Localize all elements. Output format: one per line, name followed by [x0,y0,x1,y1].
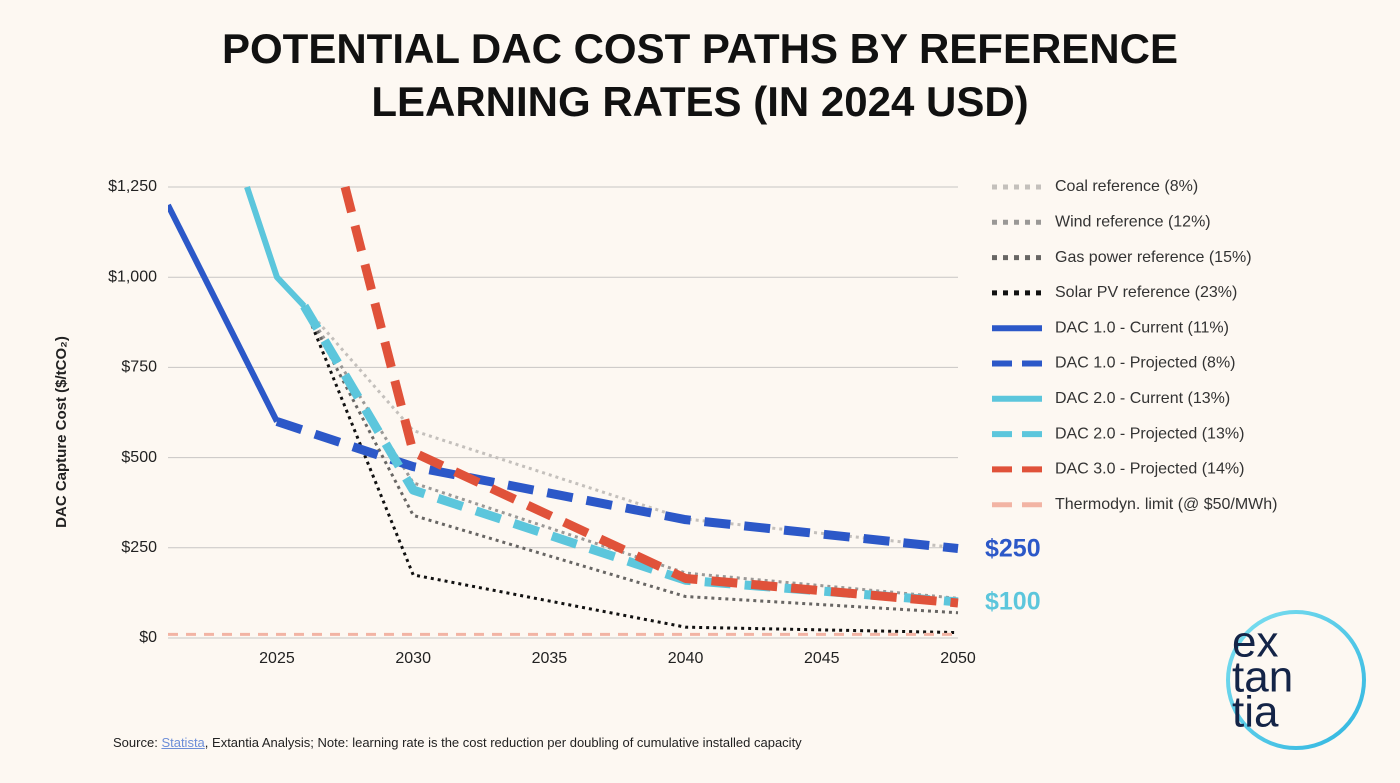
y-tick-label: $500 [121,449,157,466]
legend: Coal reference (8%) Wind reference (12%) G… [992,178,1278,513]
x-tick-label: 2050 [940,650,976,667]
logo-ring [1226,610,1366,750]
y-tick-label: $250 [121,539,157,556]
legend-label: DAC 2.0 - Projected (13%) [1055,425,1244,442]
legend-label: Thermodyn. limit (@ $50/MWh) [1055,496,1278,513]
source-note: Source: Statista, Extantia Analysis; Not… [113,735,802,750]
end-label: $250 [985,535,1041,563]
logo: ex tan tia [1232,618,1293,737]
series-line [302,305,959,635]
x-tick-label: 2025 [259,650,295,667]
legend-label: Coal reference (8%) [1055,178,1198,195]
y-axis-title: DAC Capture Cost ($/tCO₂) [53,336,70,528]
series-line [300,303,959,607]
grid: $0 $250 $500 $750 $1,000 $1,250 2025 2030 2035 20… [108,178,976,667]
series-line [244,186,307,309]
x-tick-label: 2045 [804,650,840,667]
source-prefix: Source: [113,735,158,750]
y-tick-label: $750 [121,359,157,376]
legend-label: DAC 2.0 - Current (13%) [1055,390,1230,407]
series-line [303,305,959,550]
x-tick-label: 2040 [668,650,704,667]
series-line [340,185,959,608]
series-line [302,305,959,615]
series-line [275,417,959,553]
legend-label: Solar PV reference (23%) [1055,284,1237,301]
legend-label: DAC 1.0 - Projected (8%) [1055,355,1236,372]
end-label: $100 [985,588,1041,616]
chart-title: POTENTIAL DAC COST PATHS BY REFERENCE LE… [222,25,1178,125]
y-tick-label: $0 [139,629,157,646]
logo-text: tan [1232,653,1293,702]
legend-label: DAC 1.0 - Current (11%) [1055,319,1229,336]
source-link[interactable]: Statista [161,735,205,750]
x-tick-label: 2035 [532,650,568,667]
y-tick-label: $1,250 [108,178,157,195]
x-tick-label: 2030 [395,650,431,667]
plot-lines [168,185,959,636]
source-text: , Extantia Analysis; Note: learning rate… [204,735,802,750]
logo-text: ex [1232,618,1278,667]
series-line [168,203,280,423]
series-line [302,305,959,600]
legend-label: DAC 3.0 - Projected (14%) [1055,461,1244,478]
legend-label: Gas power reference (15%) [1055,249,1252,266]
logo-text: tia [1232,688,1279,737]
y-tick-label: $1,000 [108,268,157,285]
legend-label: Wind reference (12%) [1055,214,1211,231]
